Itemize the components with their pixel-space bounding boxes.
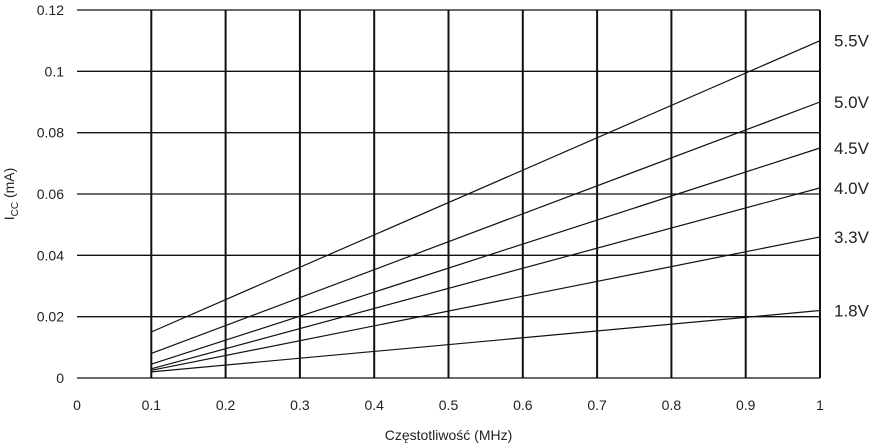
x-tick-label: 0.6 [513,397,533,413]
series-label: 4.5V [834,139,870,158]
y-tick-labels: 0 0.02 0.04 0.06 0.08 0.1 0.12 [37,2,64,386]
y-axis-label-unit: (mA) [1,168,17,202]
series-line [151,40,821,333]
y-tick-label: 0.08 [37,125,64,141]
legend: 5.5V 5.0V 4.5V 4.0V 3.3V 1.8V [834,32,870,321]
series-label: 5.0V [834,93,870,112]
x-tick-label: 0.2 [216,397,236,413]
x-tick-label: 1 [816,397,824,413]
y-tick-label: 0.04 [37,247,64,263]
y-axis-label-main: I [1,216,17,220]
series-label: 4.0V [834,179,870,198]
x-tick-labels: 0 0.1 0.2 0.3 0.4 0.5 0.6 0.7 0.8 0.9 1 [73,397,824,413]
y-tick-label: 0.12 [37,2,64,18]
y-tick-label: 0.06 [37,186,64,202]
grid [77,9,821,379]
x-tick-label: 0 [73,397,81,413]
series-line [151,147,821,365]
x-tick-label: 0.3 [290,397,310,413]
x-tick-label: 0.5 [439,397,459,413]
series-line [151,236,821,371]
series-label: 5.5V [834,32,870,51]
series-label: 1.8V [834,302,870,321]
y-tick-label: 0.02 [37,309,64,325]
x-axis-label: Częstotliwość (MHz) [385,427,513,443]
x-tick-label: 0.1 [142,397,162,413]
y-tick-label: 0 [56,370,64,386]
x-tick-label: 0.4 [364,397,384,413]
x-tick-label: 0.8 [662,397,682,413]
y-axis-label-sub: CC [10,202,21,216]
series-line [151,187,821,370]
x-tick-label: 0.7 [587,397,607,413]
series-line [151,309,821,373]
series-line [151,101,821,355]
x-tick-label: 0.9 [736,397,756,413]
series-lines [151,40,821,373]
y-tick-label: 0.1 [45,63,65,79]
y-axis-label: ICC (mA) [1,168,21,221]
series-label: 3.3V [834,228,870,247]
